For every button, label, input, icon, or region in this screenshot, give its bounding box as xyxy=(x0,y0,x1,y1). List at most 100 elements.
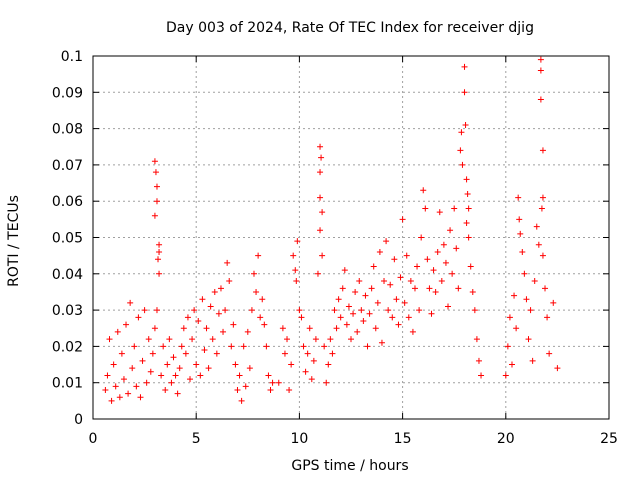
data-point xyxy=(453,245,460,252)
data-point xyxy=(537,67,544,74)
data-point xyxy=(521,270,528,277)
data-point xyxy=(201,347,208,354)
data-point xyxy=(263,343,270,350)
data-point xyxy=(153,198,160,205)
data-point xyxy=(420,187,427,194)
data-point xyxy=(348,336,354,343)
data-point xyxy=(432,288,439,295)
data-point xyxy=(405,314,412,321)
data-point xyxy=(381,278,388,285)
y-tick-label: 0.03 xyxy=(52,303,83,319)
data-point xyxy=(465,205,472,212)
y-tick-label: 0.06 xyxy=(52,194,83,210)
data-point xyxy=(362,292,369,299)
data-point xyxy=(133,383,140,390)
data-point xyxy=(170,354,177,361)
data-point xyxy=(506,314,513,321)
data-point xyxy=(343,321,350,328)
data-point xyxy=(110,361,117,368)
data-point xyxy=(257,314,264,321)
x-tick-label: 5 xyxy=(192,431,201,447)
data-point xyxy=(461,89,468,96)
data-point xyxy=(125,390,132,397)
data-point xyxy=(298,314,305,321)
data-point xyxy=(127,299,134,306)
data-point xyxy=(457,147,464,154)
data-point xyxy=(234,386,241,393)
data-point xyxy=(143,379,150,386)
data-point xyxy=(418,234,425,241)
data-point xyxy=(464,190,471,197)
data-point xyxy=(230,321,237,328)
data-point xyxy=(317,194,324,201)
data-point xyxy=(317,143,324,150)
data-point xyxy=(337,314,344,321)
data-point xyxy=(156,241,163,248)
data-point xyxy=(160,343,167,350)
data-point xyxy=(290,252,297,259)
data-point xyxy=(459,161,466,168)
y-tick-label: 0 xyxy=(74,412,83,428)
data-point xyxy=(180,325,187,332)
y-tick-label: 0.02 xyxy=(52,339,83,355)
data-point xyxy=(391,256,398,263)
data-point xyxy=(424,256,431,263)
data-point xyxy=(217,285,224,292)
data-points xyxy=(102,56,561,404)
data-point xyxy=(168,379,175,386)
data-point xyxy=(139,357,146,364)
data-point xyxy=(310,357,317,364)
data-point xyxy=(151,325,158,332)
data-point xyxy=(513,325,520,332)
data-point xyxy=(302,368,309,375)
data-point xyxy=(461,63,468,70)
data-point xyxy=(378,339,385,346)
data-point xyxy=(368,285,375,292)
data-point xyxy=(356,278,363,285)
data-point xyxy=(279,325,286,332)
data-point xyxy=(339,285,346,292)
y-tick-label: 0.09 xyxy=(52,85,83,101)
data-point xyxy=(331,307,338,314)
y-tick-label: 0.01 xyxy=(52,376,83,392)
data-point xyxy=(327,336,334,343)
data-point xyxy=(232,361,239,368)
data-point xyxy=(546,350,553,357)
data-point xyxy=(246,365,253,372)
data-point xyxy=(436,209,443,216)
data-point xyxy=(242,383,249,390)
data-point xyxy=(395,321,402,328)
data-point xyxy=(467,263,474,270)
chart-title: Day 003 of 2024, Rate Of TEC Index for r… xyxy=(166,20,534,36)
y-tick-label: 0.04 xyxy=(52,267,83,283)
data-point xyxy=(335,296,342,303)
data-point xyxy=(438,278,445,285)
data-point xyxy=(265,372,272,379)
data-point xyxy=(403,252,410,259)
axis-ticks: 0 5 10 15 20 25 0 0.01 0.02 0.03 0.04 0.05 0.06 0.07 0… xyxy=(52,49,618,447)
data-point xyxy=(137,394,144,401)
data-point xyxy=(108,397,115,404)
data-point xyxy=(445,303,452,310)
data-point xyxy=(120,376,127,383)
data-point xyxy=(539,194,546,201)
data-point xyxy=(383,238,390,245)
data-point xyxy=(350,310,357,317)
data-point xyxy=(537,96,544,103)
data-point xyxy=(178,343,185,350)
data-point xyxy=(463,219,470,226)
data-point xyxy=(267,386,274,393)
data-point xyxy=(240,343,247,350)
data-point xyxy=(527,307,534,314)
data-point xyxy=(259,296,266,303)
data-point xyxy=(364,343,371,350)
data-point xyxy=(207,303,214,310)
data-point xyxy=(203,325,210,332)
data-point xyxy=(158,372,165,379)
data-point xyxy=(238,397,245,404)
data-point xyxy=(409,328,416,335)
data-point xyxy=(195,317,202,324)
data-point xyxy=(199,296,206,303)
data-point xyxy=(323,379,330,386)
x-tick-label: 0 xyxy=(89,431,98,447)
